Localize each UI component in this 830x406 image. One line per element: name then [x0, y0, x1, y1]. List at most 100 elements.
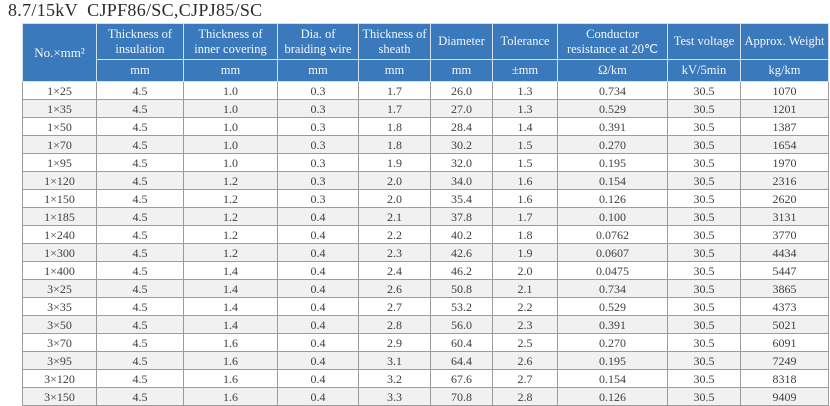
header-cell-4: Diameter: [430, 23, 493, 60]
data-cell: 2.3: [492, 315, 558, 334]
data-cell: 1.8: [358, 117, 431, 136]
data-cell: 1.0: [183, 117, 278, 136]
table-row: 3×35 4.5 1.4 0.4 2.7 53.2 2.2 0.529 30.5 4373: [22, 297, 829, 316]
data-cell: 30.5: [667, 243, 741, 262]
data-cell: 1.6: [183, 351, 278, 370]
data-cell: 0.4: [277, 369, 359, 388]
data-cell: 4.5: [96, 261, 184, 280]
row-label-cell: 3×50: [22, 315, 97, 334]
table-row: 1×50 4.5 1.0 0.3 1.8 28.4 1.4 0.391 30.5 1387: [22, 117, 829, 136]
data-cell: 2.6: [358, 279, 431, 298]
data-cell: 30.5: [667, 189, 741, 208]
data-cell: 46.2: [430, 261, 493, 280]
data-cell: 30.5: [667, 387, 741, 406]
data-cell: 1.7: [358, 81, 431, 100]
table-body: 1×25 4.5 1.0 0.3 1.7 26.0 1.3 0.734 30.5 1070 1×35…: [22, 81, 829, 406]
data-cell: 1.3: [492, 99, 558, 118]
data-cell: 1.5: [492, 153, 558, 172]
header-cell-1: Thickness of inner covering: [183, 23, 278, 60]
row-label-cell: 1×300: [22, 243, 97, 262]
unit-cell-0: mm: [96, 59, 184, 82]
data-cell: 1.0: [183, 81, 278, 100]
data-cell: 4.5: [96, 153, 184, 172]
data-cell: 0.100: [557, 207, 668, 226]
data-cell: 1387: [740, 117, 829, 136]
data-cell: 0.270: [557, 333, 668, 352]
data-cell: 30.5: [667, 279, 741, 298]
data-cell: 1070: [740, 81, 829, 100]
data-cell: 1.2: [183, 189, 278, 208]
data-cell: 4.5: [96, 171, 184, 190]
table-row: 1×35 4.5 1.0 0.3 1.7 27.0 1.3 0.529 30.5 1201: [22, 99, 829, 118]
header-cell-7: Test voltage: [667, 23, 741, 60]
data-cell: 26.0: [430, 81, 493, 100]
table-row: 1×240 4.5 1.2 0.4 2.2 40.2 1.8 0.0762 30.5 3770: [22, 225, 829, 244]
data-cell: 4.5: [96, 225, 184, 244]
table-row: 3×25 4.5 1.4 0.4 2.6 50.8 2.1 0.734 30.5 3865: [22, 279, 829, 298]
data-cell: 4.5: [96, 99, 184, 118]
header-unit-row: mm mm mm mm mm ±mm Ω/km kV/5min kg/km: [23, 59, 829, 82]
table-row: 3×120 4.5 1.6 0.4 3.2 67.6 2.7 0.154 30.5 8318: [22, 369, 829, 388]
data-cell: 70.8: [430, 387, 493, 406]
data-cell: 4.5: [96, 297, 184, 316]
data-cell: 1.7: [492, 207, 558, 226]
row-label-cell: 3×35: [22, 297, 97, 316]
table-row: 3×150 4.5 1.6 0.4 3.3 70.8 2.8 0.126 30.5 9409: [22, 387, 829, 406]
data-cell: 4.5: [96, 351, 184, 370]
row-label-cell: 1×150: [22, 189, 97, 208]
data-cell: 30.5: [667, 135, 741, 154]
data-cell: 2.0: [358, 171, 431, 190]
cable-spec-table: No.×mm² Thickness of insulation Thickness …: [22, 23, 829, 406]
data-cell: 30.5: [667, 171, 741, 190]
data-cell: 30.5: [667, 333, 741, 352]
data-cell: 0.4: [277, 261, 359, 280]
data-cell: 1.4: [183, 297, 278, 316]
data-cell: 30.5: [667, 315, 741, 334]
row-label-cell: 1×50: [22, 117, 97, 136]
table-row: 1×300 4.5 1.2 0.4 2.3 42.6 1.9 0.0607 30.5 4434: [22, 243, 829, 262]
data-cell: 2.9: [358, 333, 431, 352]
header-label-row: No.×mm² Thickness of insulation Thickness …: [22, 23, 829, 82]
data-cell: 2620: [740, 189, 829, 208]
data-cell: 0.126: [557, 189, 668, 208]
data-cell: 4.5: [96, 81, 184, 100]
row-label-cell: 3×120: [22, 369, 97, 388]
row-label-cell: 1×70: [22, 135, 97, 154]
table-row: 1×120 4.5 1.2 0.3 2.0 34.0 1.6 0.154 30.5 2316: [22, 171, 829, 190]
row-label-cell: 1×95: [22, 153, 97, 172]
data-cell: 53.2: [430, 297, 493, 316]
data-cell: 1.9: [492, 243, 558, 262]
data-cell: 0.3: [277, 117, 359, 136]
data-cell: 35.4: [430, 189, 493, 208]
table-header: No.×mm² Thickness of insulation Thickness …: [22, 23, 829, 82]
corner-header-cell: No.×mm²: [22, 23, 97, 82]
data-cell: 30.5: [667, 117, 741, 136]
data-cell: 0.0475: [557, 261, 668, 280]
data-cell: 32.0: [430, 153, 493, 172]
data-cell: 0.270: [557, 135, 668, 154]
data-cell: 28.4: [430, 117, 493, 136]
data-cell: 4.5: [96, 207, 184, 226]
data-cell: 2.2: [492, 297, 558, 316]
table-row: 3×50 4.5 1.4 0.4 2.8 56.0 2.3 0.391 30.5 5021: [22, 315, 829, 334]
data-cell: 0.391: [557, 117, 668, 136]
data-cell: 1.0: [183, 153, 278, 172]
table-row: 3×95 4.5 1.6 0.4 3.1 64.4 2.6 0.195 30.5 7249: [22, 351, 829, 370]
data-cell: 0.4: [277, 351, 359, 370]
data-cell: 1.4: [183, 261, 278, 280]
data-cell: 4434: [740, 243, 829, 262]
data-cell: 2.2: [358, 225, 431, 244]
row-label-cell: 1×400: [22, 261, 97, 280]
unit-cell-4: mm: [430, 59, 493, 82]
unit-cell-6: Ω/km: [557, 59, 668, 82]
page-title: 8.7/15kV CJPF86/SC,CJPJ85/SC: [8, 0, 263, 20]
data-cell: 2.5: [492, 333, 558, 352]
data-cell: 30.5: [667, 351, 741, 370]
data-cell: 2.7: [492, 369, 558, 388]
data-cell: 4.5: [96, 243, 184, 262]
data-cell: 0.4: [277, 387, 359, 406]
data-cell: 0.4: [277, 315, 359, 334]
data-cell: 30.5: [667, 207, 741, 226]
data-cell: 3865: [740, 279, 829, 298]
data-cell: 2.6: [492, 351, 558, 370]
